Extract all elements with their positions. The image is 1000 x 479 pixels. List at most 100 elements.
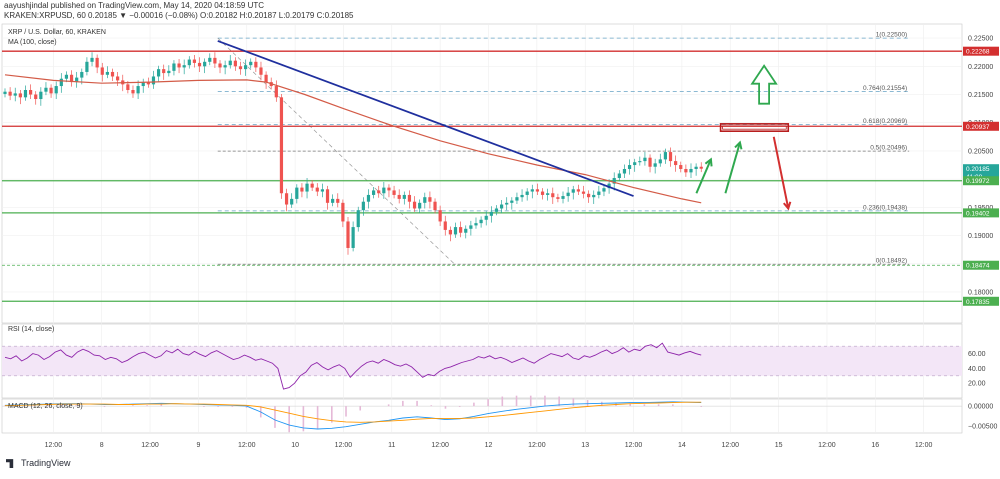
candle-body xyxy=(412,201,417,209)
green-arrow-head xyxy=(734,140,743,150)
candle-body xyxy=(197,62,202,67)
candle-body xyxy=(310,183,314,188)
candle-body xyxy=(95,57,99,68)
candle-body xyxy=(187,59,191,66)
ma-label: MA (100, close) xyxy=(8,39,57,46)
price-tag xyxy=(963,208,999,218)
candle-body xyxy=(684,168,688,173)
candle-body xyxy=(520,194,524,198)
candle-body xyxy=(505,202,509,205)
resistance-box xyxy=(719,123,790,132)
candle-body xyxy=(515,197,519,201)
price-tag-label: 0.19972 xyxy=(966,178,990,185)
candle-body xyxy=(469,225,473,229)
macd-signal-line xyxy=(4,401,702,423)
candle-body xyxy=(663,152,668,160)
candle-body xyxy=(320,189,325,192)
candle-body xyxy=(689,168,693,173)
candle-body xyxy=(59,78,63,87)
candle-body xyxy=(100,67,104,75)
candle-body xyxy=(315,187,319,192)
candle-body xyxy=(44,87,48,92)
candle-body xyxy=(351,227,355,248)
macd-label: MACD (12, 26, close, 9) xyxy=(8,403,83,410)
x-tick-label: 12:00 xyxy=(625,442,643,449)
candle-body xyxy=(244,65,248,70)
candle-body xyxy=(110,71,115,77)
candle-body xyxy=(484,215,488,220)
candle-body xyxy=(612,178,616,184)
x-tick-label: 14 xyxy=(678,442,686,449)
tradingview-logo[interactable]: TradingView xyxy=(6,458,71,469)
candle-body xyxy=(658,159,662,164)
x-tick-label: 12 xyxy=(485,442,493,449)
publisher-line: aayushjindal published on TradingView.co… xyxy=(4,1,265,10)
x-tick-label: 8 xyxy=(100,442,104,449)
candle-body xyxy=(167,70,171,74)
x-tick-label: 12:00 xyxy=(45,442,63,449)
candle-body xyxy=(172,63,176,71)
candle-body xyxy=(264,74,268,83)
y-tick-label: 0.22500 xyxy=(968,36,993,43)
price-tag xyxy=(963,296,999,306)
candle-body xyxy=(366,194,371,202)
candle-body xyxy=(587,193,591,198)
candle-body xyxy=(156,69,161,77)
candle-body xyxy=(535,189,540,192)
candle-body xyxy=(402,194,406,199)
y-tick-label: 0.19500 xyxy=(968,205,993,212)
candle-body xyxy=(530,189,534,192)
candle-body xyxy=(213,57,217,64)
candle-body xyxy=(407,194,412,202)
x-tick-label: 9 xyxy=(196,442,200,449)
price-tag-label: 0.20937 xyxy=(966,124,990,131)
x-tick-label: 12:00 xyxy=(818,442,836,449)
candle-body xyxy=(489,211,493,216)
candle-body xyxy=(361,201,365,211)
candle-body xyxy=(238,66,243,70)
price-tag xyxy=(963,260,999,270)
x-tick-label: 12:00 xyxy=(335,442,353,449)
fib-level-label: 0.5(0.20496) xyxy=(870,145,907,152)
candle-body xyxy=(387,187,391,191)
candle-body xyxy=(633,162,637,166)
price-tag xyxy=(963,46,999,56)
x-tick-label: 15 xyxy=(775,442,783,449)
candle-body xyxy=(34,94,38,100)
candle-body xyxy=(622,168,627,174)
candle-body xyxy=(300,187,304,192)
rsi-label: RSI (14, close) xyxy=(8,326,55,333)
candle-body xyxy=(177,63,181,68)
y-tick-label: 0.21500 xyxy=(968,92,993,99)
candle-body xyxy=(116,76,120,81)
candle-body xyxy=(136,86,140,94)
rsi-tick-label: 40.00 xyxy=(968,366,986,373)
candle-body xyxy=(69,74,74,83)
candle-body xyxy=(151,76,156,85)
candle-body xyxy=(284,193,289,205)
candle-body xyxy=(39,91,43,100)
candle-body xyxy=(228,60,232,66)
candle-body xyxy=(382,187,386,194)
candle-body xyxy=(80,71,84,78)
candle-body xyxy=(668,152,673,162)
candle-body xyxy=(259,67,263,75)
price-tag xyxy=(963,121,999,131)
x-tick-label: 11 xyxy=(388,442,395,449)
candle-body xyxy=(13,93,17,96)
rsi-tick-label: 60.00 xyxy=(968,351,986,358)
candle-body xyxy=(49,87,53,94)
candle-body xyxy=(192,59,197,63)
candle-body xyxy=(377,190,381,194)
candle-body xyxy=(274,86,278,98)
rsi-line xyxy=(4,342,702,390)
candle-body xyxy=(295,187,299,199)
candle-body xyxy=(428,197,432,202)
candle-body xyxy=(556,197,560,199)
candle-body xyxy=(597,191,601,195)
fib-level-label: 0(0.18492) xyxy=(876,258,907,265)
resistance-box-inner xyxy=(722,125,787,130)
red-arrow xyxy=(772,136,790,209)
candle-body xyxy=(679,165,683,169)
tradingview-icon xyxy=(6,459,14,469)
